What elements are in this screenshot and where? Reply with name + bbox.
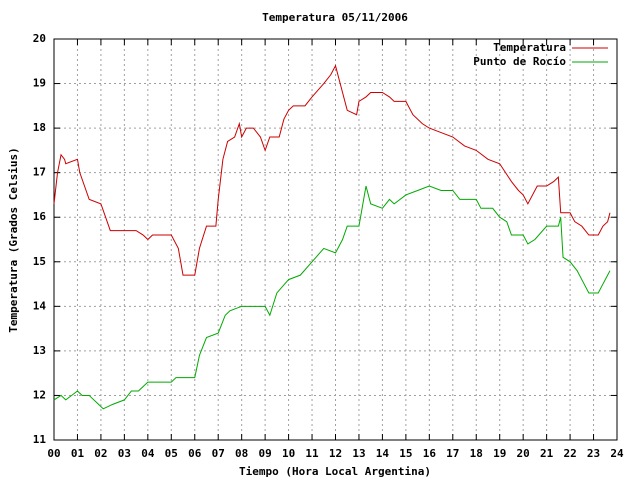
x-tick-label: 24 [610, 447, 624, 460]
x-tick-label: 10 [282, 447, 295, 460]
x-tick-label: 23 [587, 447, 600, 460]
x-tick-label: 04 [141, 447, 155, 460]
x-tick-label: 13 [352, 447, 365, 460]
x-tick-label: 05 [165, 447, 178, 460]
y-tick-label: 18 [33, 121, 46, 134]
x-tick-label: 20 [517, 447, 530, 460]
x-tick-label: 03 [118, 447, 131, 460]
series-line [53, 64, 611, 276]
x-axis-label: Tiempo (Hora Local Argentina) [239, 465, 431, 478]
x-tick-label: 07 [212, 447, 225, 460]
x-tick-label: 15 [399, 447, 412, 460]
x-tick-label: 01 [71, 447, 85, 460]
y-tick-label: 16 [33, 210, 47, 223]
x-tick-label: 19 [493, 447, 506, 460]
x-tick-label: 18 [470, 447, 483, 460]
y-tick-label: 17 [33, 166, 46, 179]
x-tick-label: 17 [446, 447, 459, 460]
y-tick-label: 14 [33, 299, 47, 312]
x-tick-label: 22 [563, 447, 576, 460]
y-tick-label: 19 [33, 77, 46, 90]
x-tick-label: 02 [94, 447, 107, 460]
series-line [53, 185, 611, 410]
x-tick-label: 16 [423, 447, 437, 460]
chart-title: Temperatura 05/11/2006 [262, 11, 408, 24]
x-tick-label: 12 [329, 447, 342, 460]
y-axis-label: Temperatura (Grados Celsius) [7, 147, 20, 332]
x-tick-label: 06 [188, 447, 202, 460]
y-tick-label: 15 [33, 255, 46, 268]
legend-label: Punto de Rocío [473, 55, 566, 68]
y-tick-label: 12 [33, 388, 46, 401]
x-tick-label: 21 [540, 447, 554, 460]
y-tick-label: 11 [33, 433, 47, 446]
y-tick-label: 20 [33, 32, 46, 45]
legend-label: Temperatura [493, 41, 566, 54]
x-tick-label: 09 [259, 447, 272, 460]
x-tick-label: 00 [47, 447, 60, 460]
x-tick-label: 08 [235, 447, 248, 460]
x-tick-label: 11 [305, 447, 319, 460]
plot-border [53, 38, 618, 441]
y-tick-label: 13 [33, 344, 46, 357]
x-tick-label: 14 [376, 447, 390, 460]
